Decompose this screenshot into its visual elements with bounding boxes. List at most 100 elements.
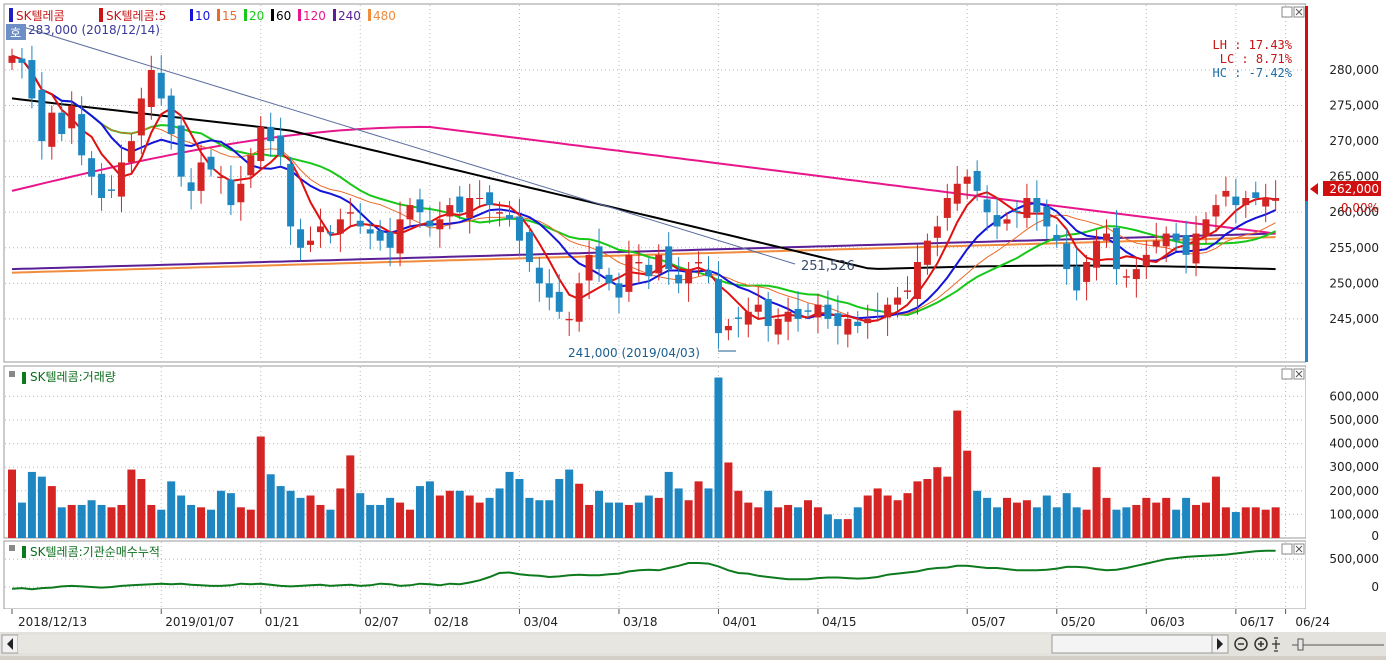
candle-body [993,215,1001,227]
volume-bar [1172,509,1181,538]
price-type-tag[interactable] [6,24,26,40]
panel-restore-icon[interactable] [1281,368,1293,380]
candle-body [963,176,971,184]
legend-bar: SK텔레콤 SK텔레콤:5 10 15 20 60 120 240 480 [9,8,396,23]
legend-period-480: 480 [373,9,396,23]
volume-bar [943,476,952,538]
volume-bar [794,507,803,538]
lc-stat: LC : 8.71% [1220,52,1293,66]
candle-body [396,219,404,254]
candle-body [277,135,285,156]
candle-body [1083,262,1091,282]
candle-body [1122,276,1130,278]
current-price-marker [1310,183,1318,195]
candle-body [1142,254,1150,267]
volume-title: SK텔레콤:거래량 [30,370,116,384]
move-icon[interactable] [1272,637,1280,652]
candle-body [326,232,334,234]
volume-bar [1192,504,1201,538]
candle-body [436,219,444,230]
volume-bar [804,500,812,538]
price-tick-label: 245,000 [1329,312,1379,326]
price-tick-label: 250,000 [1329,276,1379,290]
x-tick-label: 04/01 [722,615,757,629]
legend-ma5: SK텔레콤:5 [106,9,166,23]
inst-tick-label: 500,000 [1329,552,1379,566]
x-tick-label: 06/24 [1295,615,1330,629]
volume-bar [256,436,265,538]
ma-240-line [11,232,1276,271]
candle-body [117,162,125,197]
candle-body [665,246,673,270]
volume-bar [435,495,444,538]
panel-restore-icon[interactable] [1281,543,1293,555]
volume-bar [843,519,852,538]
candle-body [476,198,484,199]
volume-bar [8,469,16,538]
candle-body [814,304,822,318]
candle-body [297,229,305,248]
volume-bar [356,493,365,538]
x-tick-label: 03/04 [523,615,558,629]
volume-bar [276,486,285,538]
volume-bar [1132,504,1141,538]
candle-body [973,170,981,191]
volume-bar [157,509,166,538]
candle-body [953,183,961,204]
volume-bar [167,481,176,538]
candle-body [904,290,911,292]
candle-body [764,298,772,326]
volume-bar [614,502,623,538]
volume-bar [1112,509,1121,538]
panel-restore-icon[interactable] [1281,6,1293,18]
legend-swatch [271,9,274,21]
legend-period-240: 240 [338,9,361,23]
volume-bar [1102,497,1111,538]
candle-body [167,95,175,134]
candle-body [1003,219,1011,224]
candle-body [635,262,643,264]
candle-body [1252,192,1260,198]
ma-20-line [11,54,1277,317]
volume-bar [1122,507,1131,538]
candle-body [98,173,106,198]
price-tick-label: 270,000 [1329,134,1379,148]
zoom-in-icon[interactable] [1254,637,1268,651]
candle-body [525,232,533,262]
volume-bar [555,479,564,538]
x-tick-label: 02/18 [434,615,469,629]
volume-bar [565,469,574,538]
volume-bar [336,488,345,538]
volume-bar [634,502,643,538]
legend-period-120: 120 [303,9,326,23]
inst-axis: 0 500,000 [1329,552,1379,594]
volume-bar [754,507,763,538]
candle-body [1033,198,1041,213]
volume-bar [734,490,743,538]
candle-body [894,297,902,305]
scroll-track[interactable] [18,635,1052,653]
legend-swatch [244,9,247,21]
x-axis-area [0,609,1386,632]
volume-bar [724,462,733,538]
scroll-thumb[interactable] [1051,634,1213,654]
candle-body [675,274,683,284]
candle-body [137,98,145,136]
zoom-slider-handle[interactable] [1297,638,1304,651]
candle-body [316,226,324,233]
volume-bar [236,507,245,538]
zoom-out-icon[interactable] [1234,637,1248,651]
volume-tick-label: 300,000 [1329,460,1379,474]
volume-bar [1231,512,1240,538]
y-axis-area [1306,4,1386,609]
trend-line[interactable] [19,25,796,265]
volume-bar [1202,502,1210,538]
candle-body [287,163,295,227]
volume-bar [953,410,962,538]
x-tick-label: 05/20 [1061,615,1096,629]
volume-bar [386,497,395,538]
high-label: 283,000 (2018/12/14) [28,23,160,37]
volume-bar [425,481,434,538]
candle-body [655,254,663,274]
